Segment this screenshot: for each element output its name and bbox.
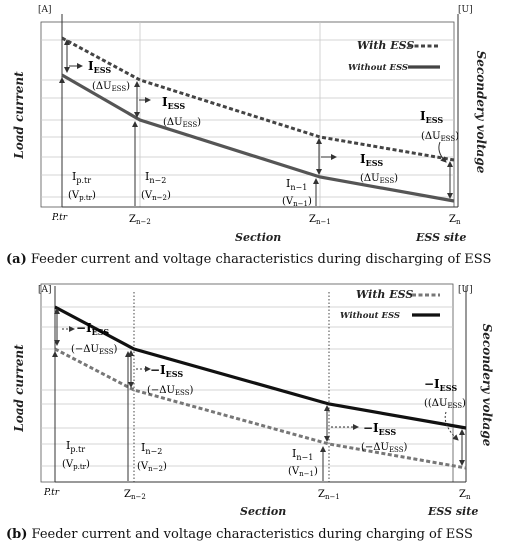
svg-text:(Vn−2): (Vn−2)	[137, 461, 167, 473]
panel-b-with-ess-curve	[54, 347, 467, 470]
panel-a-value-n1: In−1 (Vn−1)	[282, 177, 312, 208]
panel-a-legend-without: Without ESS	[348, 63, 408, 73]
panel-a-tick-n2: Zn−2	[129, 214, 151, 226]
svg-text:Ip.tr: Ip.tr	[72, 170, 91, 185]
panel-b-iess-label-4: −IESS ((ΔUESS)	[424, 377, 466, 410]
svg-text:(Vn−1): (Vn−1)	[282, 196, 312, 208]
panel-a-pointer-4	[438, 141, 447, 163]
panel-a-caption: (a) Feeder current and voltage character…	[6, 252, 491, 267]
panel-b-value-n2: In−2 (Vn−2)	[137, 441, 167, 473]
panel-a-xlabel: Section	[235, 231, 281, 244]
panel-a-iess-label-3: IESS (ΔUESS)	[360, 152, 398, 185]
panel-a-with-ess-curve	[61, 36, 455, 162]
svg-text:In−2: In−2	[141, 441, 162, 456]
panel-b-unit-left: [A]	[38, 285, 52, 295]
panel-a-legend: With ESS Without ESS	[348, 39, 440, 73]
panel-b-iess-label-2: −IESS (−ΔUESS)	[147, 363, 194, 397]
panel-a-legend-with: With ESS	[357, 39, 414, 52]
svg-text:((ΔUESS): ((ΔUESS)	[424, 398, 466, 410]
panel-b-caption: (b) Feeder current and voltage character…	[6, 527, 473, 542]
svg-text:IESS: IESS	[88, 59, 111, 75]
panel-a-site-label: ESS site	[415, 231, 466, 244]
panel-a-iess-label-4: IESS (ΔUESS)	[420, 109, 459, 143]
panel-b-legend-with: With ESS	[356, 288, 413, 301]
panel-a-tick-n1: Zn−1	[309, 214, 331, 226]
panel-b-grid	[41, 292, 453, 482]
panel-b-site-label: ESS site	[427, 505, 478, 518]
panel-a-without-ess-curve	[61, 73, 455, 203]
panel-a: [A] [U] Load current Secondery voltage W…	[6, 5, 491, 267]
panel-b-tick-ptr: P.tr	[43, 488, 60, 498]
panel-a-ylabel-left: Load current	[12, 71, 26, 160]
svg-text:In−2: In−2	[145, 170, 166, 185]
panel-b-value-ptr: Ip.tr (Vp.tr)	[62, 439, 90, 471]
svg-text:IESS: IESS	[162, 95, 185, 111]
panel-b-pointer-4	[444, 411, 459, 441]
panel-a-iess-label-1: IESS (ΔUESS)	[88, 59, 130, 93]
panel-a-unit-left: [A]	[38, 5, 52, 15]
svg-text:(Vn−1): (Vn−1)	[288, 466, 318, 478]
panel-b: [A] [U] Load current Secondery voltage W…	[6, 283, 494, 542]
panel-b-tick-n1: Zn−1	[318, 489, 340, 501]
svg-text:(ΔUESS): (ΔUESS)	[163, 117, 201, 129]
panel-b-xlabel: Section	[240, 505, 286, 518]
svg-text:−IESS: −IESS	[76, 321, 109, 337]
svg-text:IESS: IESS	[360, 152, 383, 168]
panel-a-unit-right: [U]	[458, 5, 473, 15]
svg-text:In−1: In−1	[286, 177, 307, 192]
panel-b-legend: With ESS Without ESS	[340, 288, 440, 321]
svg-text:−IESS: −IESS	[363, 421, 396, 437]
svg-text:(−ΔUESS): (−ΔUESS)	[361, 442, 408, 454]
svg-text:(Vn−2): (Vn−2)	[141, 190, 171, 202]
svg-text:(ΔUESS): (ΔUESS)	[360, 173, 398, 185]
svg-text:(Vp.tr): (Vp.tr)	[68, 190, 96, 202]
panel-b-unit-right: [U]	[458, 285, 473, 295]
panel-b-iess-label-1: −IESS (−ΔUESS)	[71, 321, 118, 356]
panel-b-without-ess-curve	[54, 305, 467, 430]
svg-text:Ip.tr: Ip.tr	[66, 439, 85, 454]
panel-b-ylabel-right: Secondery voltage	[480, 324, 494, 447]
panel-b-value-n1: In−1 (Vn−1)	[288, 447, 318, 478]
panel-b-tick-n: Zn	[459, 489, 471, 501]
svg-text:−IESS: −IESS	[150, 363, 183, 379]
panel-a-iess-label-2: IESS (ΔUESS)	[162, 95, 201, 129]
panel-a-tick-n: Zn	[449, 214, 461, 226]
panel-a-value-n2: In−2 (Vn−2)	[141, 170, 171, 202]
svg-text:IESS: IESS	[420, 109, 443, 125]
panel-b-iess-label-3: −IESS (−ΔUESS)	[361, 421, 408, 454]
panel-b-tick-n2: Zn−2	[124, 489, 146, 501]
panel-a-tick-ptr: P.tr	[51, 213, 68, 223]
svg-text:−IESS: −IESS	[424, 377, 457, 393]
panel-b-ylabel-left: Load current	[12, 344, 26, 433]
svg-text:(Vp.tr): (Vp.tr)	[62, 459, 90, 471]
svg-text:(−ΔUESS): (−ΔUESS)	[147, 385, 194, 397]
panel-b-legend-without: Without ESS	[340, 311, 400, 321]
svg-text:(ΔUESS): (ΔUESS)	[421, 131, 459, 143]
svg-text:(−ΔUESS): (−ΔUESS)	[71, 344, 118, 356]
svg-text:In−1: In−1	[292, 447, 313, 462]
panel-a-ylabel-right: Secondery voltage	[474, 51, 488, 174]
svg-text:(ΔUESS): (ΔUESS)	[92, 81, 130, 93]
panel-a-value-ptr: Ip.tr (Vp.tr)	[68, 170, 96, 202]
